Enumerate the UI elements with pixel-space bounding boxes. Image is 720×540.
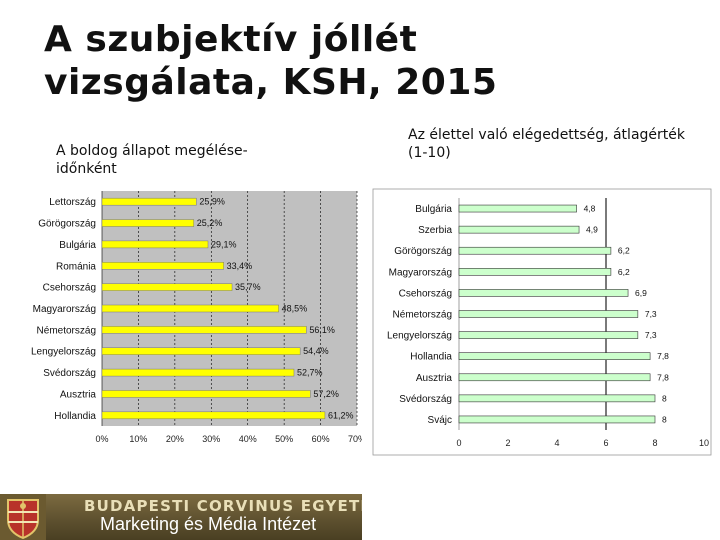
x-tick-label: 30% — [202, 434, 220, 444]
bar-value-label: 56,1% — [309, 325, 335, 335]
bar-value-label: 6,9 — [635, 288, 647, 298]
bar-value-label: 52,7% — [297, 368, 323, 378]
x-tick-label: 6 — [603, 438, 608, 448]
bar — [458, 373, 651, 382]
bar — [458, 204, 577, 213]
bar-value-label: 25,2% — [197, 218, 223, 228]
bar-value-label: 7,8 — [657, 372, 669, 382]
category-label: Lettország — [49, 197, 96, 208]
x-tick-label: 8 — [652, 438, 657, 448]
x-tick-label: 10% — [129, 434, 147, 444]
page-title: A szubjektív jóllét vizsgálata, KSH, 201… — [44, 19, 498, 103]
bar — [101, 368, 295, 377]
institute-name: Marketing és Média Intézet — [100, 514, 317, 534]
category-label: Svájc — [428, 415, 452, 426]
x-tick-label: 0 — [456, 438, 461, 448]
bar — [101, 283, 233, 291]
bar — [101, 411, 326, 420]
footer-banner: BUDAPESTI CORVINUS EGYETEM Marketing és … — [0, 494, 362, 540]
category-label: Németország — [37, 325, 96, 336]
bar — [458, 331, 639, 339]
x-tick-label: 2 — [505, 438, 510, 448]
bar — [458, 225, 580, 234]
bar-value-label: 54,4% — [303, 346, 329, 356]
bar — [458, 246, 612, 255]
category-label: Szerbia — [418, 225, 452, 236]
bar-value-label: 8 — [662, 393, 667, 403]
university-name: BUDAPESTI CORVINUS EGYETEM — [84, 497, 362, 515]
bar-value-label: 8 — [662, 414, 667, 424]
category-label: Görögország — [38, 219, 96, 230]
category-label: Románia — [56, 261, 96, 272]
category-label: Ausztria — [60, 389, 97, 400]
bar-value-label: 6,2 — [618, 267, 630, 277]
bar — [458, 310, 639, 318]
life-satisfaction-bar-chart: 0 2 4 6 8 10 Bulgária 4,8 Szerbia 4,9 Görögország 6… — [372, 188, 712, 456]
bar — [458, 394, 656, 403]
bar-value-label: 6,2 — [618, 246, 630, 256]
bar-value-label: 57,2% — [313, 389, 339, 399]
x-tick-label: 50% — [275, 434, 293, 444]
category-label: Bulgária — [59, 240, 96, 251]
bar — [101, 240, 209, 249]
bar-value-label: 4,8 — [584, 204, 596, 214]
x-tick-label: 10 — [699, 438, 709, 448]
bar — [101, 390, 311, 398]
bar-value-label: 4,9 — [586, 225, 598, 235]
bar — [458, 352, 651, 360]
category-label: Csehország — [399, 288, 452, 299]
category-label: Svédország — [43, 368, 96, 379]
bar — [101, 197, 197, 206]
x-tick-label: 40% — [239, 434, 257, 444]
x-tick-label: 4 — [554, 438, 559, 448]
left-chart-subtitle: A boldog állapot megélése-időnként — [56, 143, 248, 177]
bar — [101, 347, 301, 355]
bar-value-label: 7,3 — [645, 309, 657, 319]
bar — [101, 219, 195, 227]
category-label: Bulgária — [415, 204, 452, 215]
right-chart-subtitle: Az élettel való elégedettség, átlagérték… — [408, 127, 685, 161]
category-label: Hollandia — [410, 352, 452, 363]
bar-value-label: 48,5% — [282, 304, 308, 314]
category-label: Görögország — [394, 246, 452, 257]
happiness-bar-chart: 0% 10% 20% 30% 40% 50% 60% 70% Lettország 25,9% Gö… — [31, 191, 362, 444]
category-label: Németország — [393, 310, 452, 321]
x-tick-label: 0% — [95, 434, 108, 444]
category-label: Svédország — [399, 394, 452, 405]
category-label: Lengyelország — [31, 347, 96, 358]
bar — [101, 326, 307, 334]
bar-value-label: 25,9% — [199, 197, 225, 207]
bar-value-label: 29,1% — [211, 239, 237, 249]
bar-value-label: 61,2% — [328, 410, 354, 420]
x-tick-label: 70% — [348, 434, 362, 444]
bar — [458, 268, 612, 276]
bar-value-label: 35,7% — [235, 282, 261, 292]
category-label: Hollandia — [54, 411, 96, 422]
category-label: Lengyelország — [387, 331, 452, 342]
bar-value-label: 33,4% — [227, 261, 253, 271]
x-tick-label: 60% — [312, 434, 330, 444]
category-label: Magyarország — [389, 267, 452, 278]
x-tick-label: 20% — [166, 434, 184, 444]
bar-value-label: 7,3 — [645, 330, 657, 340]
bar — [101, 304, 279, 313]
bar-value-label: 7,8 — [657, 351, 669, 361]
category-label: Csehország — [43, 283, 96, 294]
bar — [101, 262, 224, 270]
bar — [458, 289, 629, 297]
university-crest-icon — [0, 494, 46, 540]
category-label: Magyarország — [33, 304, 96, 315]
category-label: Ausztria — [416, 373, 453, 384]
bar — [458, 415, 656, 424]
